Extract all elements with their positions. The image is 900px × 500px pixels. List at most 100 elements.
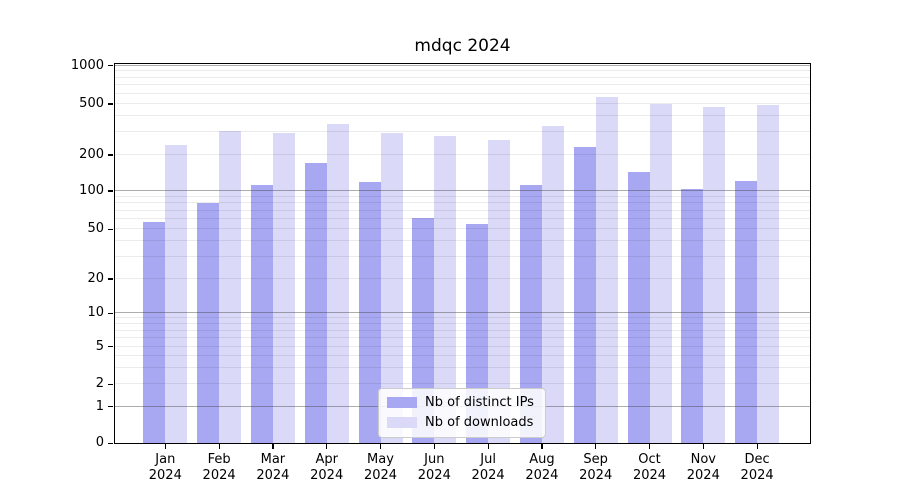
- gridline-minor: [114, 329, 811, 331]
- gridline-minor: [114, 323, 811, 325]
- x-tick-label: Nov 2024: [686, 452, 720, 483]
- y-tick-mark: [108, 154, 113, 156]
- y-tick-mark: [108, 64, 113, 67]
- gridline-minor: [114, 209, 811, 211]
- x-tick-label: May 2024: [363, 452, 398, 483]
- y-tick-label: 1000: [70, 57, 104, 73]
- gridline-minor: [114, 202, 811, 204]
- gridline-minor: [114, 345, 811, 347]
- y-tick-label: 50: [87, 221, 104, 237]
- x-tick-label: Sep 2024: [579, 452, 613, 483]
- y-tick-mark: [108, 190, 113, 192]
- x-tick-label: Apr 2024: [310, 452, 344, 483]
- chart-title: mdqc 2024: [414, 36, 511, 56]
- legend-label-downloads: Nb of downloads: [425, 415, 534, 430]
- gridline-major: [114, 190, 811, 191]
- gridline-major: [114, 64, 811, 66]
- gridline-minor: [114, 228, 811, 230]
- x-tick-mark: [487, 444, 489, 449]
- gridline-minor: [114, 383, 811, 385]
- x-tick-mark: [433, 444, 435, 449]
- bar-downloads: [380, 132, 403, 444]
- legend-swatch-downloads: [387, 417, 417, 428]
- bar-downloads: [703, 107, 726, 444]
- gridline-minor: [114, 218, 811, 220]
- bar-distinct-ips: [197, 202, 220, 444]
- bar-downloads: [488, 140, 511, 444]
- x-tick-mark: [326, 444, 328, 449]
- x-tick-mark: [164, 444, 166, 449]
- x-tick-mark: [756, 444, 758, 449]
- bar-distinct-ips: [358, 181, 381, 444]
- y-tick-mark: [108, 383, 113, 385]
- y-tick-label: 1: [95, 398, 104, 414]
- bar-distinct-ips: [519, 184, 542, 444]
- bar-downloads: [541, 125, 564, 444]
- y-tick-label: 500: [79, 96, 104, 111]
- x-tick-mark: [272, 444, 274, 449]
- bar-downloads: [165, 144, 188, 444]
- bar-downloads: [595, 97, 618, 444]
- gridline-minor: [114, 336, 811, 338]
- gridline-minor: [114, 195, 811, 197]
- x-tick-label: Aug 2024: [525, 452, 559, 483]
- gridline-major: [114, 312, 811, 314]
- y-tick-label: 10: [87, 305, 104, 321]
- y-tick-mark: [108, 312, 113, 314]
- y-tick-mark: [108, 442, 113, 444]
- x-tick-label: Jul 2024: [471, 452, 505, 483]
- legend-item-distinct-ips: Nb of distinct IPs: [387, 395, 535, 410]
- gridline-minor: [114, 131, 811, 133]
- x-tick-mark: [379, 444, 382, 449]
- bar-downloads: [326, 124, 349, 444]
- bar-distinct-ips: [735, 181, 758, 444]
- x-tick-label: Jan 2024: [148, 452, 182, 483]
- gridline-minor: [114, 92, 811, 94]
- bar-distinct-ips: [412, 218, 435, 444]
- bar-downloads: [434, 136, 457, 444]
- y-tick-label: 2: [95, 376, 104, 392]
- bar-distinct-ips: [143, 222, 166, 444]
- legend: Nb of distinct IPs Nb of downloads: [378, 388, 546, 438]
- gridline-minor: [114, 70, 811, 72]
- legend-item-downloads: Nb of downloads: [387, 415, 535, 430]
- y-tick-label: 200: [79, 147, 104, 162]
- x-tick-mark: [541, 444, 543, 449]
- y-tick-label: 5: [95, 338, 104, 354]
- gridline-minor: [114, 278, 811, 279]
- y-tick-mark: [108, 406, 113, 408]
- gridline-minor: [114, 256, 811, 257]
- x-tick-label: Oct 2024: [632, 452, 667, 483]
- bar-distinct-ips: [627, 172, 650, 444]
- gridline-minor: [114, 84, 811, 86]
- y-tick-mark: [108, 103, 113, 105]
- bar-distinct-ips: [573, 147, 596, 444]
- gridline-minor: [114, 154, 811, 155]
- gridline-minor: [114, 103, 811, 104]
- gridline-minor: [114, 115, 811, 117]
- bar-downloads: [649, 104, 672, 444]
- gridline-minor: [114, 354, 811, 356]
- x-tick-label: Dec 2024: [740, 452, 774, 483]
- gridline-minor: [114, 366, 811, 368]
- x-tick-mark: [218, 444, 220, 449]
- legend-swatch-distinct-ips: [387, 397, 417, 408]
- gridline-minor: [114, 240, 811, 242]
- bar-downloads: [272, 133, 295, 444]
- x-tick-mark: [595, 444, 597, 449]
- legend-label-distinct-ips: Nb of distinct IPs: [425, 395, 534, 410]
- y-tick-label: 0: [95, 435, 104, 451]
- bar-distinct-ips: [250, 185, 273, 444]
- bar-downloads: [757, 104, 780, 444]
- y-tick-mark: [108, 278, 113, 280]
- bar-distinct-ips: [681, 189, 704, 444]
- y-tick-mark: [108, 346, 113, 348]
- bar-distinct-ips: [304, 163, 327, 444]
- x-tick-label: Jun 2024: [417, 452, 451, 483]
- plot-area: [114, 63, 811, 444]
- y-tick-label: 100: [79, 183, 104, 198]
- gridline-minor: [114, 76, 811, 78]
- x-tick-label: Mar 2024: [256, 452, 290, 483]
- x-tick-label: Feb 2024: [202, 452, 236, 483]
